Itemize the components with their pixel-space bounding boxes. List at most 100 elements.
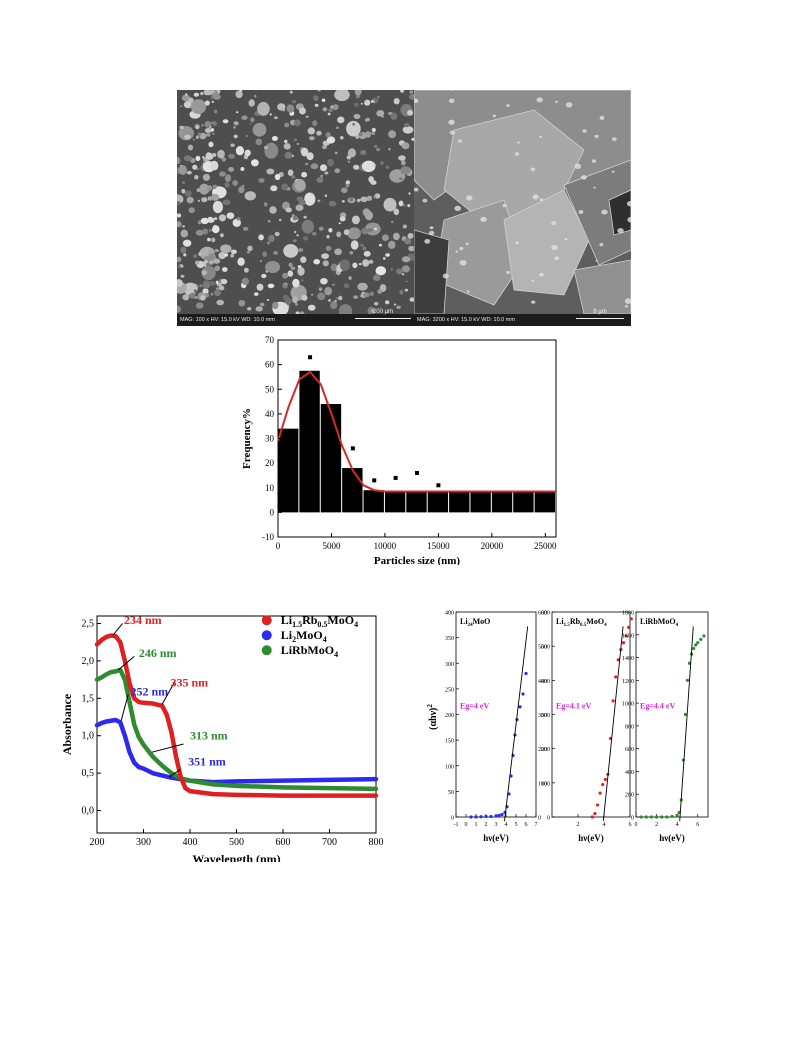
sem-particle [449, 130, 456, 135]
sem-grain [224, 182, 230, 188]
tauc-data-point [699, 637, 703, 641]
peak-annotation: 335 nm [170, 675, 208, 689]
sem-grain [293, 138, 298, 142]
tauc-data-point [489, 814, 493, 819]
sem-grain [274, 116, 278, 120]
sem-grain [288, 262, 293, 268]
sem-grain [407, 204, 411, 208]
sem-grain [347, 227, 361, 240]
sem-grain [363, 292, 370, 298]
tauc-data-point [660, 815, 664, 819]
data-point [415, 470, 419, 475]
histogram-bar [278, 428, 299, 513]
sem-grain [218, 252, 226, 260]
tauc-data-point [524, 671, 528, 676]
sem-grain [265, 261, 281, 273]
annotation-leader [161, 680, 176, 705]
sem-grain [316, 130, 322, 136]
sem-grain [212, 200, 223, 214]
sem-grain [284, 282, 288, 285]
sem-grain [328, 228, 333, 233]
tauc-data-point [469, 815, 473, 819]
scale-bar [355, 318, 411, 319]
sem-grain [263, 202, 268, 207]
fit-curve [277, 370, 556, 493]
tauc-data-point [692, 646, 696, 651]
x-tick-label: 2 [655, 822, 658, 828]
sem-grain [183, 101, 192, 109]
sem-grain [319, 164, 328, 172]
tauc-panel-title: Li24MoO [460, 617, 490, 628]
x-tick-label: 0 [276, 541, 281, 551]
sem-particle [539, 135, 542, 138]
sem-grain [177, 256, 182, 263]
sem-particle [551, 221, 557, 226]
sem-grain [204, 100, 210, 106]
sem-grain [242, 184, 245, 187]
sem-grain [210, 160, 219, 171]
sem-grain [349, 197, 353, 202]
sem-grain [278, 218, 282, 222]
sem-grain [359, 294, 363, 298]
sem-grain [400, 166, 411, 175]
sem-grain [241, 115, 248, 121]
sem-grain [320, 278, 328, 285]
peak-annotation: 234 nm [124, 613, 162, 627]
sem-grain [345, 184, 350, 188]
sem-grain [195, 125, 199, 130]
sem-grain [326, 136, 336, 144]
sem-grain [274, 173, 281, 181]
x-tick-label: 400 [183, 837, 198, 848]
sem-grain [333, 299, 337, 303]
sem-grain [409, 93, 414, 100]
sem-grain [300, 147, 309, 157]
sem-grain [325, 132, 331, 138]
sem-grain [358, 262, 362, 266]
sem-image-low-mag: MAG: 100 x HV: 15.0 kV WD: 10.0 mm 200 µ… [177, 90, 414, 326]
sem-grain [202, 280, 211, 289]
x-axis-label: Wavelength (nm) [192, 852, 280, 862]
sem-grain [383, 197, 397, 212]
sem-grain [335, 126, 339, 129]
sem-grain [297, 267, 305, 276]
y-tick-label: 10 [265, 483, 275, 493]
sem-grain [360, 103, 363, 105]
sem-grain [248, 99, 255, 107]
sem-grain [186, 170, 192, 175]
sem-grain [353, 114, 361, 119]
right-y-tick-label: 200 [538, 747, 547, 753]
tauc-data-point [694, 643, 698, 647]
sem-grain [339, 259, 350, 271]
x-tick-label: 6 [525, 822, 528, 828]
sem-grain [339, 216, 346, 222]
sem-grain [182, 239, 192, 247]
sem-grain [294, 179, 306, 191]
sem-grain [393, 303, 397, 306]
tauc-data-point [479, 815, 483, 819]
sem-particle [555, 100, 558, 103]
tauc-data-point [644, 815, 648, 819]
sem-grain [303, 215, 307, 219]
y-tick-label: 1800 [622, 611, 634, 617]
sem-grain [188, 97, 194, 103]
sem-grain [197, 132, 201, 136]
sem-grain [385, 300, 390, 305]
sem-particle [466, 195, 473, 201]
sem-particle [624, 298, 631, 304]
sem-grain [368, 176, 374, 183]
y-tick-label: 20 [265, 458, 275, 468]
tauc-data-point [518, 705, 522, 709]
sem-grain [354, 102, 359, 107]
sem-grain [177, 221, 182, 228]
sem-grain [180, 229, 189, 238]
sem-grain [301, 279, 304, 282]
sem-grain [262, 251, 267, 257]
sem-grain [189, 292, 196, 299]
sem-particle [414, 187, 419, 192]
x-tick-label: 2 [485, 822, 488, 828]
sem-grain [343, 229, 350, 236]
sem-grain [301, 294, 308, 301]
histogram-bar [320, 404, 342, 513]
sem-grain [193, 289, 198, 294]
y-tick-label: -10 [262, 532, 274, 542]
